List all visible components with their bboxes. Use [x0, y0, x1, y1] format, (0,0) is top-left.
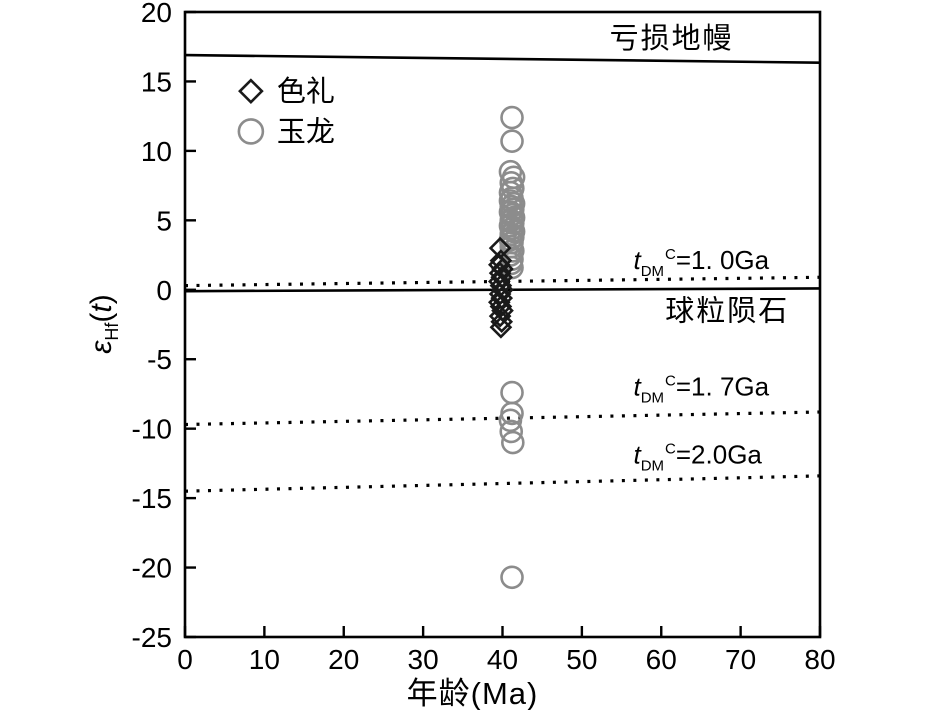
data-point-色礼: [487, 290, 511, 314]
data-point-色礼: [489, 315, 513, 339]
y-tick-label: 10: [141, 136, 172, 167]
y-tick-label: 15: [141, 66, 172, 97]
hf-subscript: Hf: [102, 322, 122, 341]
tdm-2.0-label: tDMC=2.0Ga: [633, 439, 762, 474]
y-axis-title: εHf(t): [85, 294, 122, 354]
y-tick-label: -20: [132, 553, 172, 584]
y-tick-label: -10: [132, 414, 172, 445]
depleted-mantle-label: 亏损地幔: [610, 22, 734, 55]
x-tick-label: 70: [725, 644, 756, 675]
x-tick-label: 30: [408, 644, 439, 675]
data-point-玉龙: [500, 380, 524, 405]
x-tick-label: 0: [177, 644, 193, 675]
data-point-玉龙: [499, 419, 524, 444]
epsilon-symbol: ε: [85, 340, 118, 354]
data-point-色礼: [488, 304, 512, 328]
x-tick-label: 10: [249, 644, 280, 675]
data-point-玉龙: [500, 105, 524, 130]
tdm-2.0-line: [184, 474, 821, 493]
tdm-1.0-line: [184, 275, 821, 288]
depleted-mantle-line: [184, 53, 821, 64]
y-tick-label: -15: [132, 483, 172, 514]
data-point-玉龙: [500, 565, 524, 590]
tdm-1.0-label: tDMC=1. 0Ga: [633, 245, 769, 280]
legend-label: 色礼: [277, 75, 335, 108]
y-tick-label: 5: [156, 205, 172, 236]
x-tick-label: 80: [804, 644, 835, 675]
data-point-玉龙: [498, 408, 523, 433]
x-tick-label: 40: [487, 644, 518, 675]
x-axis-title: 年龄(Ma): [406, 676, 539, 710]
y-tick-label: -5: [147, 344, 172, 375]
tdm-1.7-line: [184, 410, 821, 427]
x-tick-label: 20: [328, 644, 359, 675]
x-tick-label: 50: [566, 644, 597, 675]
chondrite-label: 球粒陨石: [665, 294, 789, 327]
x-tick-label: 60: [646, 644, 677, 675]
data-point-玉龙: [501, 430, 525, 455]
tdm-1.7-label: tDMC=1. 7Ga: [633, 371, 769, 406]
data-point-色礼: [490, 310, 514, 334]
y-tick-label: 0: [156, 275, 172, 306]
legend-label: 玉龙: [277, 115, 335, 148]
legend-marker-circle: [237, 118, 265, 145]
y-tick-label: -25: [132, 622, 172, 653]
data-point-玉龙: [500, 129, 524, 153]
legend-marker-diamond: [238, 78, 264, 105]
y-tick-label: 20: [141, 0, 172, 28]
